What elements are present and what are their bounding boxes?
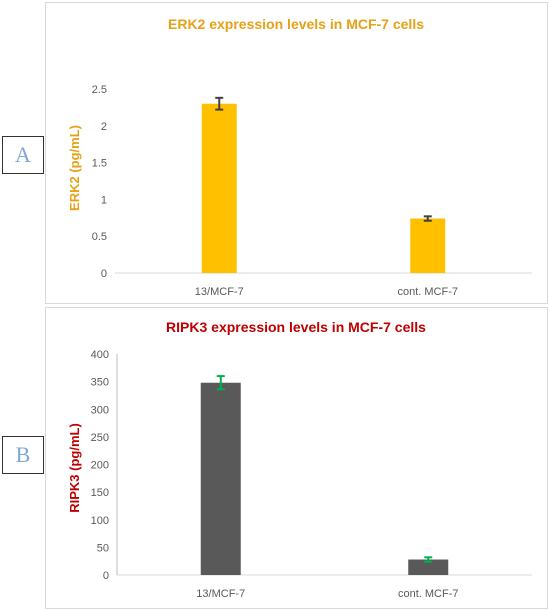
chart-a-y-tick-label: 2: [101, 121, 107, 133]
chart-b-x-tick-label: cont. MCF-7: [398, 588, 459, 600]
chart-b-y-tick-label: 150: [91, 487, 109, 499]
chart-b-y-tick-label: 200: [91, 460, 109, 472]
chart-panel-b: RIPK3 expression levels in MCF-7 cells R…: [45, 307, 548, 609]
chart-b-title: RIPK3 expression levels in MCF-7 cells: [166, 319, 426, 335]
chart-a-bar: [410, 218, 446, 273]
chart-b-y-tick-label: 350: [91, 377, 109, 389]
chart-b-x-tick-label: 13/MCF-7: [196, 588, 245, 600]
chart-b-y-tick-label: 300: [91, 404, 109, 416]
chart-panel-a: ERK2 expression levels in MCF-7 cells ER…: [45, 2, 548, 304]
chart-b-y-tick-label: 0: [103, 570, 109, 582]
chart-b-bar: [200, 382, 241, 575]
chart-b-y-axis-label: RIPK3 (pg/mL): [67, 423, 82, 513]
chart-a-y-tick-label: 0: [101, 268, 107, 280]
chart-a-bar: [201, 103, 237, 273]
chart-b-y-tick-label: 400: [91, 349, 109, 361]
chart-a-y-tick-label: 0.5: [92, 231, 107, 243]
chart-a-svg: ERK2 expression levels in MCF-7 cells ER…: [67, 16, 532, 298]
chart-b-y-tick-label: 100: [91, 515, 109, 527]
chart-a-x-tick-label: 13/MCF-7: [195, 286, 244, 298]
chart-b-svg: RIPK3 expression levels in MCF-7 cells R…: [67, 319, 532, 600]
panel-label-a: A: [2, 136, 44, 174]
chart-a-y-axis-label: ERK2 (pg/mL): [67, 125, 82, 211]
chart-a-title: ERK2 expression levels in MCF-7 cells: [168, 16, 424, 32]
chart-a-x-tick-label: cont. MCF-7: [397, 286, 458, 298]
chart-b-y-tick-label: 250: [91, 432, 109, 444]
chart-a-y-tick-label: 1.5: [92, 158, 107, 170]
panel-label-b: B: [2, 436, 44, 474]
chart-a-y-tick-label: 1: [101, 194, 107, 206]
chart-b-bar: [408, 559, 449, 575]
chart-a-y-tick-label: 2.5: [92, 84, 107, 96]
chart-b-y-tick-label: 50: [97, 542, 109, 554]
